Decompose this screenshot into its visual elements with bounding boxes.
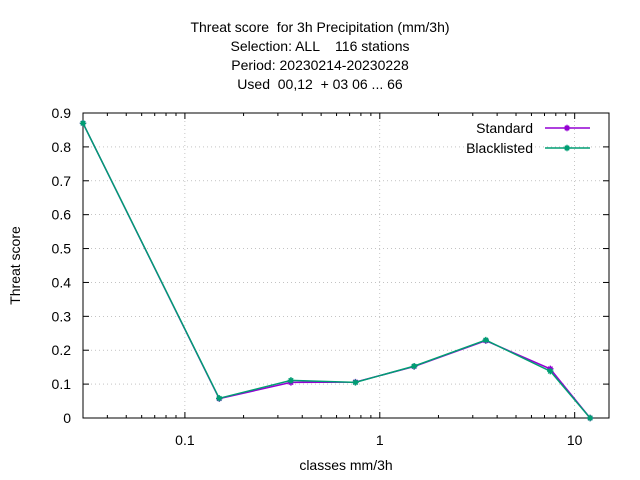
legend-label: Standard — [476, 120, 533, 136]
y-tick-label: 0.1 — [52, 376, 72, 392]
marker-cross — [410, 362, 418, 370]
series-line — [82, 122, 591, 419]
series-blacklisted — [79, 119, 594, 422]
y-tick-label: 0.7 — [52, 173, 72, 189]
marker-cross — [547, 368, 554, 375]
series-layer — [79, 119, 594, 422]
legend: Standard Blacklisted — [466, 120, 590, 156]
marker-cross — [79, 119, 87, 127]
plot-frame — [82, 112, 610, 419]
x-tick-label: 0.1 — [175, 432, 195, 448]
data-point — [287, 377, 295, 384]
x-tick-label: 1 — [376, 432, 384, 448]
x-axis-label: classes mm/3h — [299, 457, 392, 473]
marker-cross — [352, 379, 359, 386]
data-point — [410, 362, 418, 370]
axis-ticks: 0 0.1 0.2 0.3 0.4 0.5 0.6 0.7 0.8 0.9 0.1 1 10 — [52, 105, 609, 448]
grid — [83, 113, 609, 418]
data-point — [352, 379, 359, 386]
legend-label: Blacklisted — [466, 140, 533, 156]
title-line-4: Used 00,12 + 03 06 ... 66 — [237, 76, 403, 92]
y-tick-label: 0.4 — [52, 274, 72, 290]
marker-cross — [216, 395, 223, 402]
y-axis-label: Threat score — [7, 226, 23, 305]
y-tick-label: 0.5 — [52, 241, 72, 257]
marker-cross — [563, 124, 571, 132]
marker-cross — [482, 336, 490, 344]
data-point — [482, 336, 490, 344]
y-tick-label: 0.3 — [52, 308, 72, 324]
y-tick-label: 0.8 — [52, 139, 72, 155]
title-line-2: Selection: ALL 116 stations — [230, 38, 410, 54]
legend-marker — [563, 144, 571, 152]
series-line — [82, 122, 591, 419]
data-point — [586, 414, 594, 422]
data-point — [216, 395, 223, 402]
marker-cross — [287, 377, 295, 384]
legend-marker — [563, 124, 571, 132]
data-point — [79, 119, 87, 127]
marker-cross — [586, 414, 594, 422]
y-tick-label: 0.2 — [52, 342, 72, 358]
series-standard — [79, 119, 594, 422]
y-tick-label: 0.9 — [52, 105, 72, 121]
title-line-1: Threat score for 3h Precipitation (mm/3h… — [190, 19, 450, 35]
title-line-3: Period: 20230214-20230228 — [231, 57, 409, 73]
x-tick-label: 10 — [567, 432, 583, 448]
y-tick-label: 0.6 — [52, 207, 72, 223]
data-point — [547, 368, 554, 375]
y-tick-label: 0 — [63, 410, 71, 426]
marker-cross — [563, 144, 571, 152]
